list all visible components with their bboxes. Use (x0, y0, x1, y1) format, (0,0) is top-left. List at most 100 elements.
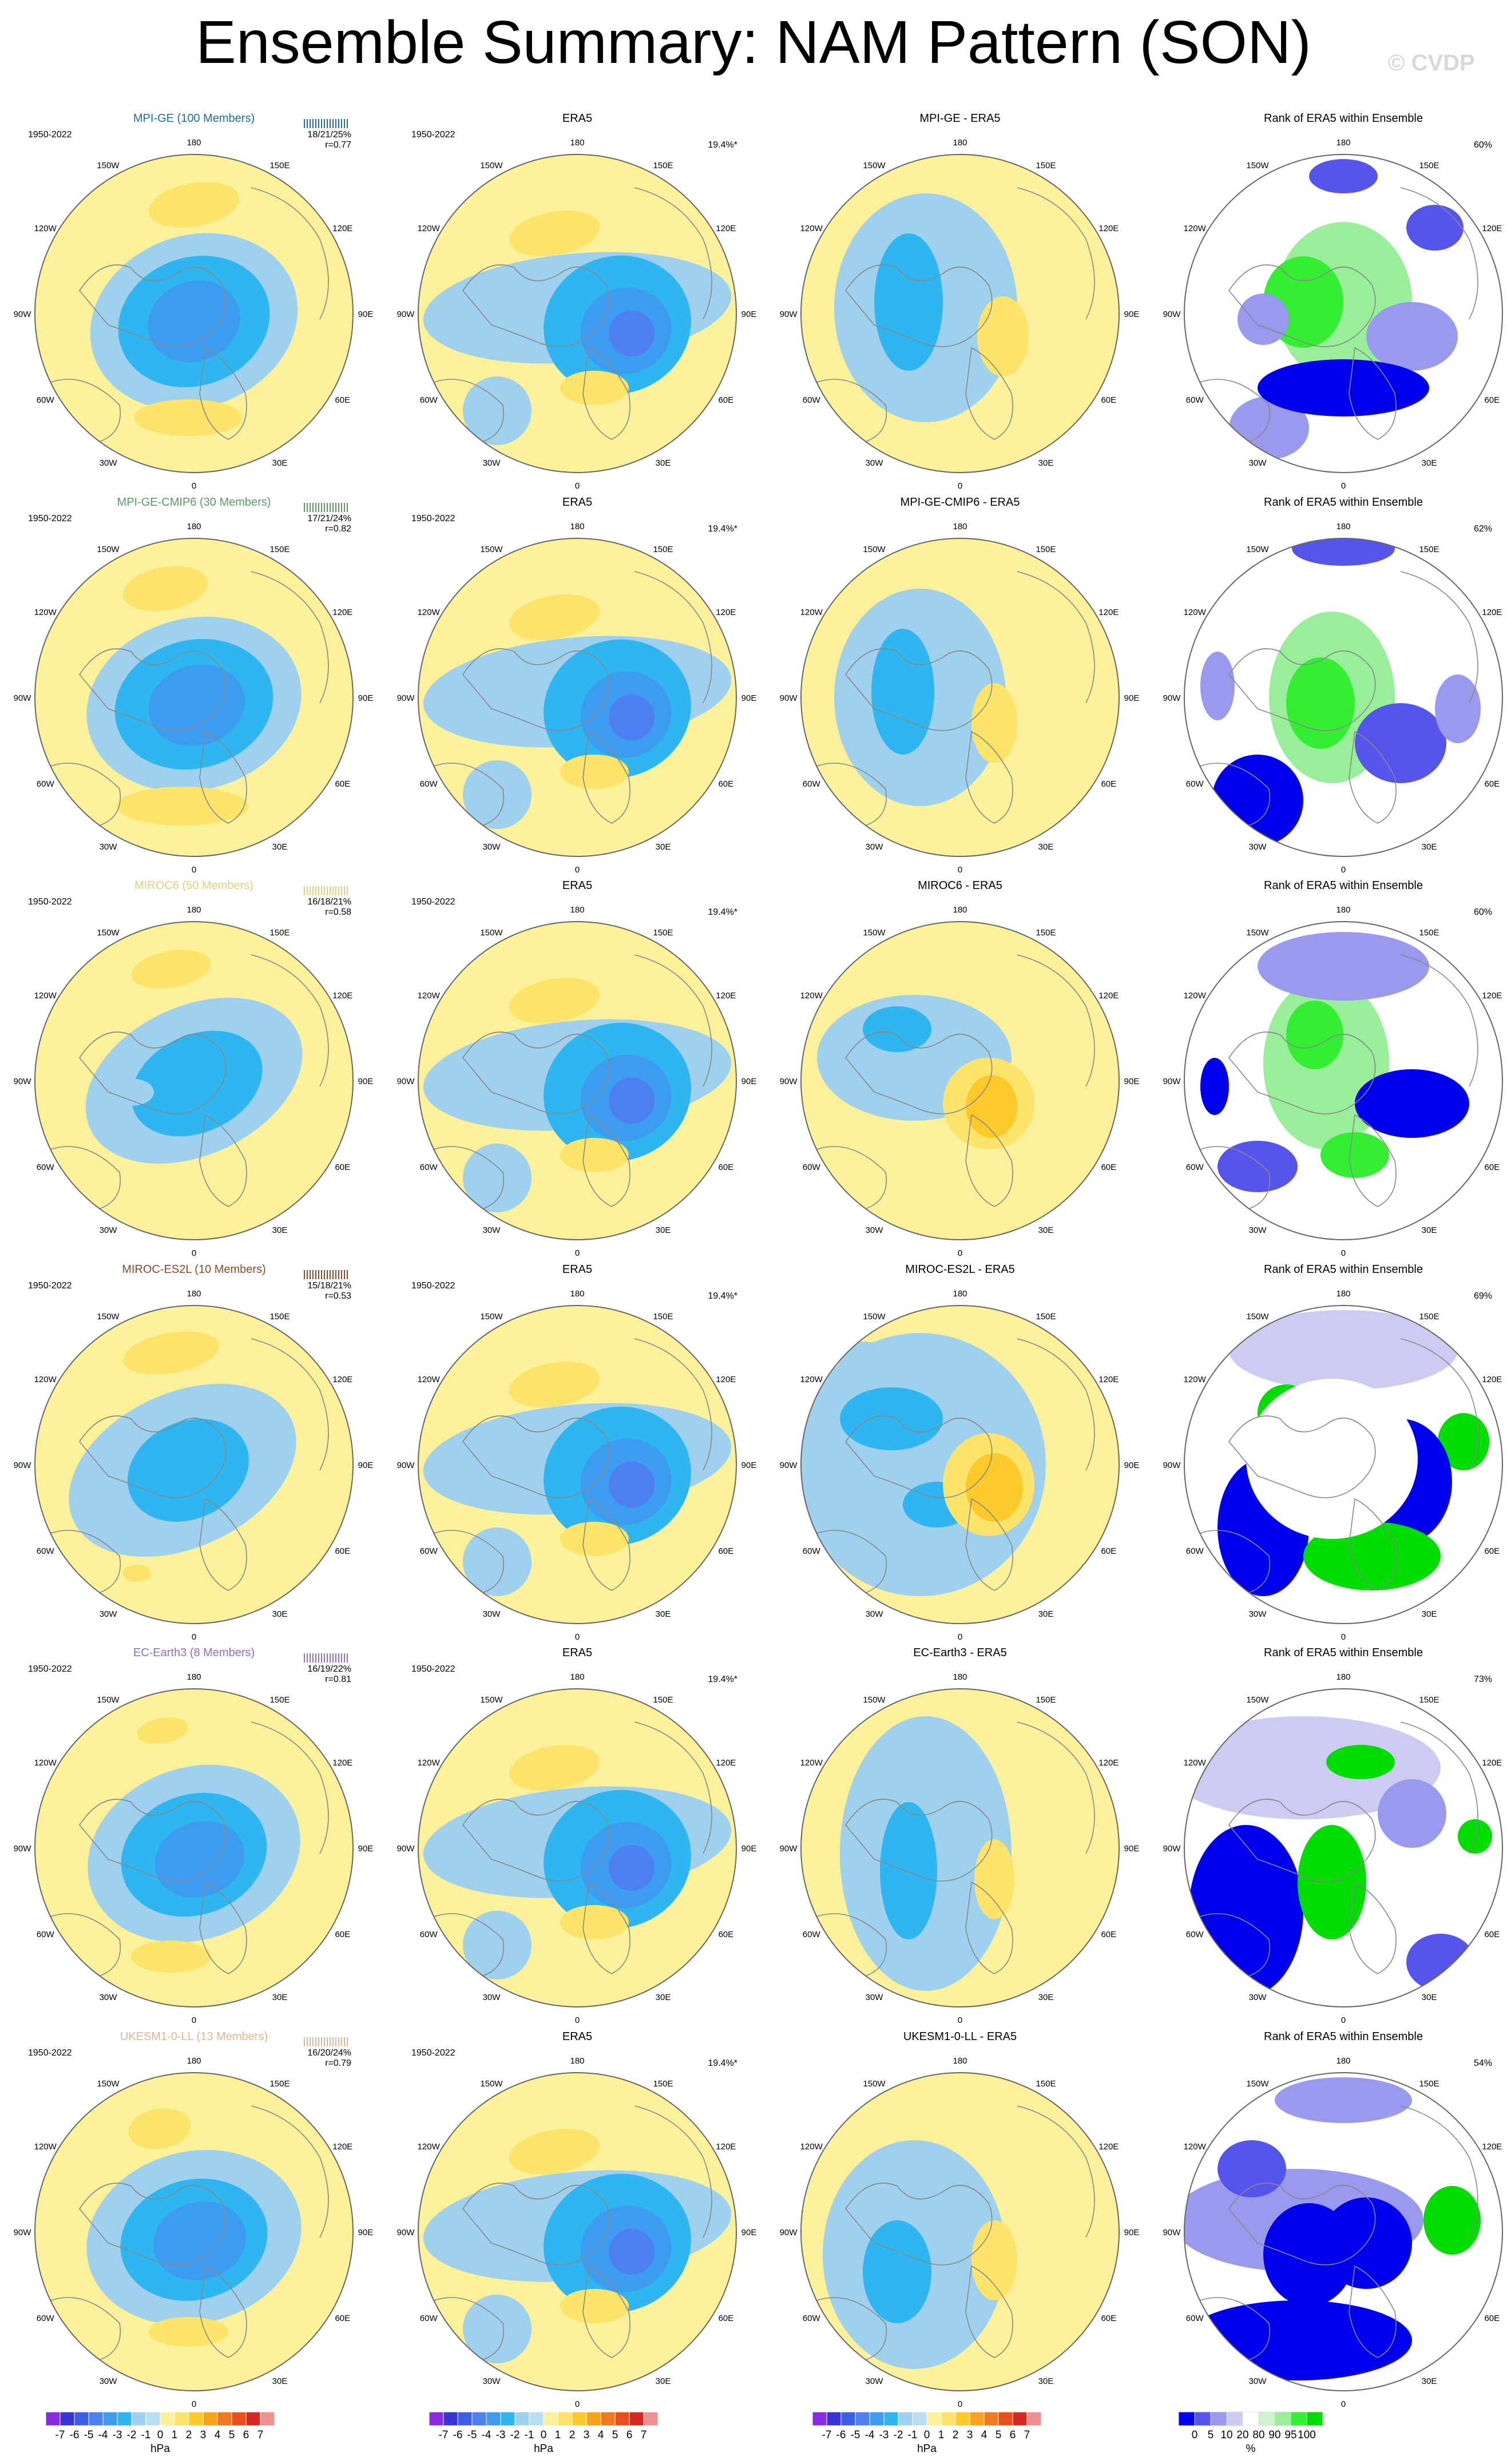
lon-label-30E: 30E (1422, 458, 1437, 468)
field-blob (1238, 293, 1289, 345)
field-blob (609, 1845, 655, 1891)
model-stats: 15/18/21% (307, 1281, 351, 1291)
period-label: 1950-2022 (411, 897, 455, 907)
coastline (434, 1913, 504, 1980)
colorbar-tick: 5 (996, 2429, 1002, 2441)
lon-label-60W: 60W (420, 1930, 438, 1939)
lon-label-0: 0 (958, 1632, 962, 1642)
lon-label-150E: 150E (1036, 545, 1056, 554)
lon-label-150E: 150E (653, 545, 673, 554)
lon-label-150E: 150E (653, 2079, 673, 2089)
coastline (634, 1721, 712, 1854)
lon-label-180: 180 (187, 905, 201, 915)
field-blob (1458, 1819, 1492, 1854)
map-border (800, 154, 1120, 473)
model-title: MPI-GE (100 Members) (133, 112, 255, 125)
colorbar-swatch (529, 2411, 544, 2426)
coastline (816, 1530, 887, 1597)
field-blob (1292, 538, 1395, 566)
diff-title: MPI-GE - ERA5 (919, 112, 1000, 125)
lon-label-90W: 90W (1163, 2228, 1181, 2237)
lon-label-120W: 120W (418, 1375, 441, 1384)
colorbar-swatch (217, 2411, 232, 2426)
lon-label-60W: 60W (420, 2314, 438, 2323)
lon-label-90W: 90W (780, 693, 798, 703)
coastline (816, 763, 887, 830)
field-blob (1258, 932, 1429, 1001)
field-blob (1286, 1001, 1343, 1069)
lon-label-0: 0 (958, 2015, 962, 2025)
lon-label-60W: 60W (803, 779, 821, 789)
lon-label-120E: 120E (1482, 224, 1502, 233)
lon-label-180: 180 (570, 1289, 584, 1299)
lon-label-30W: 30W (483, 2376, 501, 2386)
field-blob (153, 2201, 247, 2281)
field-blob (1184, 2300, 1412, 2380)
colorbar-swatch (1226, 2411, 1243, 2426)
lon-label-90W: 90W (1163, 1077, 1181, 1086)
lon-label-150E: 150E (269, 2079, 289, 2089)
map-border (1184, 2072, 1503, 2391)
lon-label-30W: 30W (866, 2376, 884, 2386)
colorbar-swatch (1290, 2411, 1307, 2426)
lon-label-180: 180 (1336, 138, 1350, 148)
field-blob (560, 371, 629, 405)
field-blob (128, 1419, 249, 1522)
period-label: 1950-2022 (411, 130, 455, 140)
lon-label-150W: 150W (1246, 545, 1269, 554)
era5-stats: 19.4%* (708, 524, 737, 534)
lon-label-150E: 150E (1036, 928, 1056, 938)
lon-label-0: 0 (958, 2399, 962, 2409)
colorbar-swatch (557, 2411, 573, 2426)
field-blob (863, 2220, 931, 2323)
field-blob (122, 566, 208, 612)
lon-label-150E: 150E (1419, 1695, 1439, 1705)
spread-strip (304, 1270, 348, 1279)
lon-label-150W: 150W (863, 161, 886, 170)
lon-label-180: 180 (1336, 2056, 1350, 2066)
lon-label-150E: 150E (1419, 2079, 1439, 2089)
lon-label-150W: 150W (1246, 1695, 1269, 1705)
lon-label-30E: 30E (1422, 1993, 1437, 2002)
field-blob (609, 695, 655, 740)
map-border (34, 538, 354, 857)
field-blob (1298, 1825, 1366, 1939)
map-border (34, 921, 354, 1240)
lon-label-120W: 120W (800, 991, 823, 1001)
coastline (79, 648, 227, 731)
lon-label-150W: 150W (1246, 1312, 1269, 1322)
colorbar-swatch (1258, 2411, 1275, 2426)
map-border (800, 2072, 1120, 2391)
coastline (1017, 571, 1095, 704)
colorbar-tick: 5 (229, 2429, 235, 2441)
field-blob (880, 1802, 937, 1939)
lon-label-150W: 150W (1246, 161, 1269, 170)
colorbar-tick: 6 (1010, 2429, 1016, 2441)
colorbar-swatch (983, 2411, 999, 2426)
colorbar-tick: 6 (243, 2429, 249, 2441)
era5-title: ERA5 (562, 496, 592, 509)
lon-label-90E: 90E (741, 2228, 757, 2237)
lon-label-30W: 30W (1249, 2376, 1267, 2386)
lon-label-150W: 150W (863, 1695, 886, 1705)
lon-label-60W: 60W (803, 1546, 821, 1556)
lon-label-180: 180 (570, 138, 584, 148)
lon-label-60E: 60E (1101, 1162, 1116, 1172)
lon-label-150W: 150W (97, 161, 120, 170)
colorbar-tick: -3 (496, 2429, 506, 2441)
coastline (1200, 1913, 1270, 1980)
lon-label-120E: 120E (1482, 2142, 1502, 2152)
lon-label-120E: 120E (1098, 608, 1119, 617)
lon-label-30W: 30W (1249, 1609, 1267, 1619)
lon-label-150E: 150E (1036, 2079, 1056, 2089)
colorbar-swatch (926, 2411, 942, 2426)
field-blob (108, 1078, 154, 1106)
lon-label-60E: 60E (1484, 1930, 1500, 1939)
lon-label-150E: 150E (269, 545, 289, 554)
lon-label-60E: 60E (718, 2314, 733, 2323)
field-blob (148, 664, 245, 747)
lon-label-60W: 60W (420, 1162, 438, 1172)
lon-label-180: 180 (953, 905, 967, 915)
lon-label-90E: 90E (358, 693, 374, 703)
lon-label-90E: 90E (358, 1461, 374, 1470)
